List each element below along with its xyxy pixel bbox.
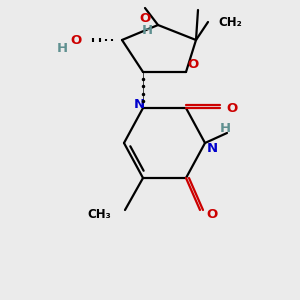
Text: O: O <box>188 58 199 71</box>
Text: O: O <box>206 208 218 220</box>
Text: N: N <box>206 142 218 155</box>
Text: CH₂: CH₂ <box>218 16 242 28</box>
Text: O: O <box>140 11 151 25</box>
Text: H: H <box>141 23 153 37</box>
Text: O: O <box>226 101 238 115</box>
Text: N: N <box>134 98 145 110</box>
Text: H: H <box>219 122 231 136</box>
Text: CH₃: CH₃ <box>87 208 111 220</box>
Text: H: H <box>57 41 68 55</box>
Text: O: O <box>71 34 82 46</box>
